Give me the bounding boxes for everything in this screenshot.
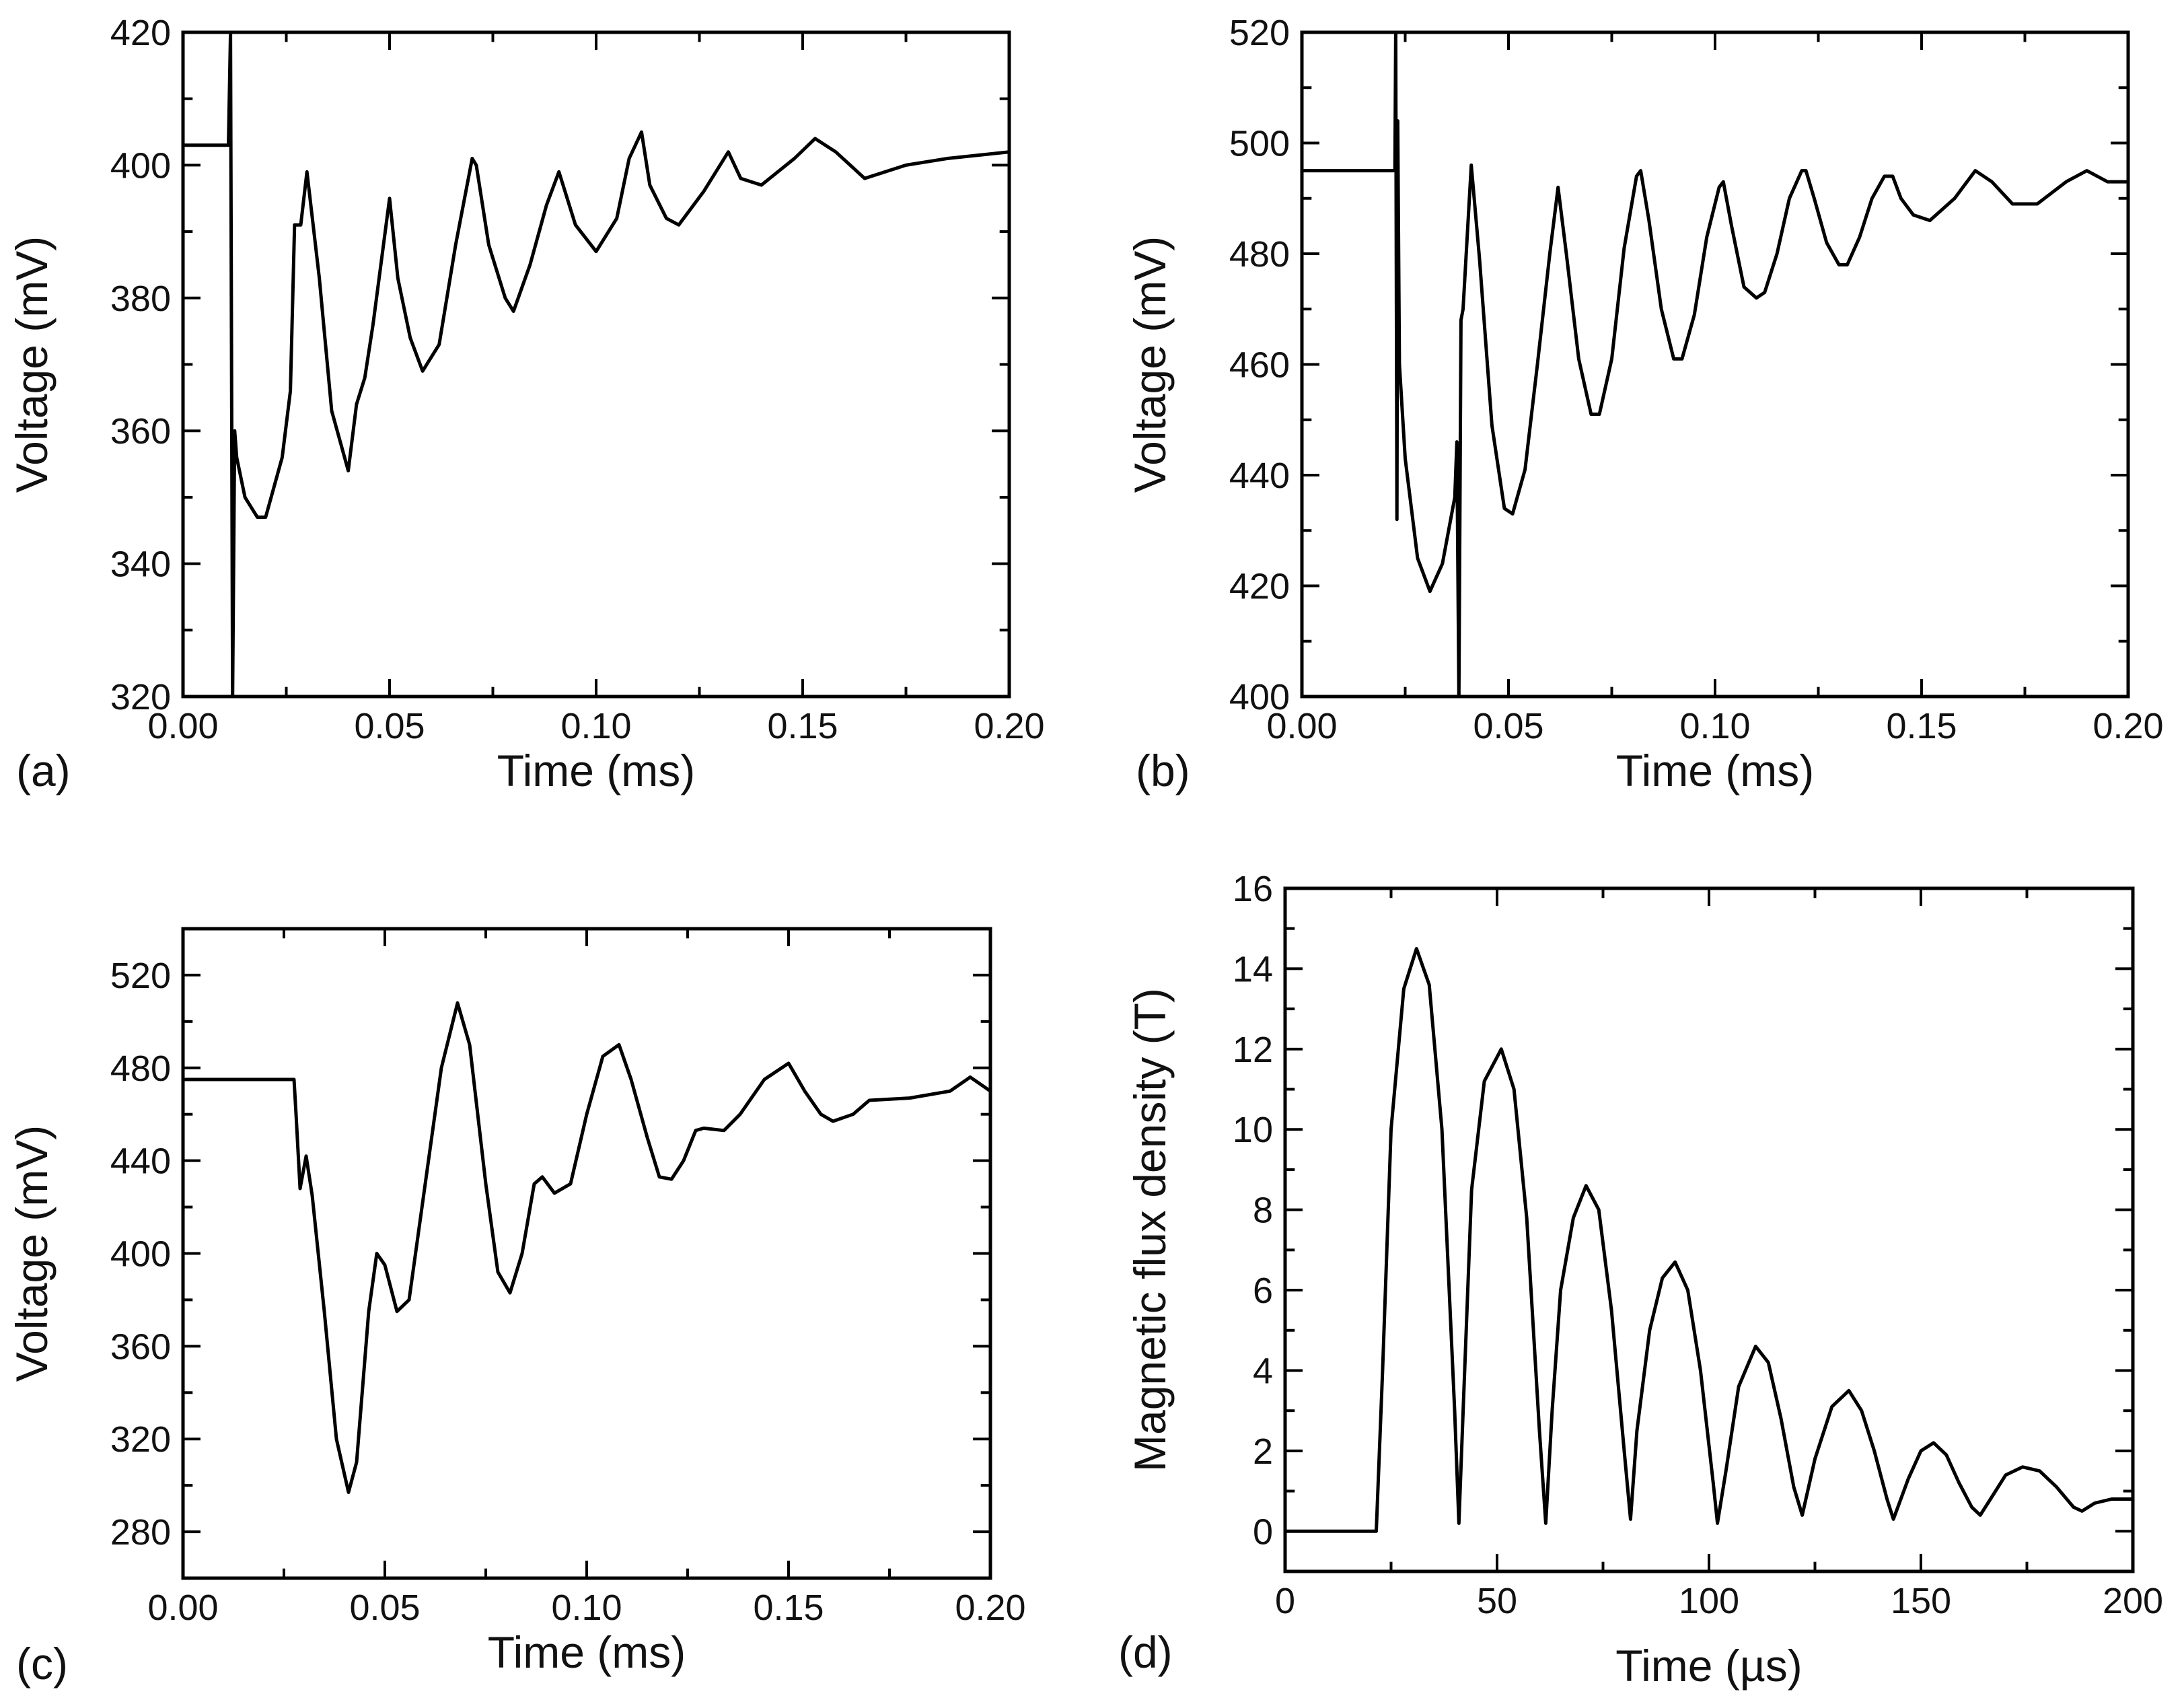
x-tick-label-c: 0.20 (955, 1588, 1025, 1628)
x-tick-label-d: 0 (1275, 1581, 1295, 1621)
x-tick-label-c: 0.05 (349, 1588, 420, 1628)
x-tick-label-d: 150 (1891, 1581, 1951, 1621)
panel-d: 0 50 100 150 200 0 2 4 6 8 10 12 14 16 Time (µs) Magnet… (1118, 869, 2163, 1691)
y-tick-label-a: 360 (110, 411, 171, 452)
x-tick-label-d: 50 (1477, 1581, 1517, 1621)
y-axis-title-c: Voltage (mV) (7, 1125, 57, 1382)
y-tick-label-b: 500 (1229, 124, 1290, 164)
y-tick-label-d: 6 (1253, 1271, 1273, 1311)
panel-a: 0.00 0.05 0.10 0.15 0.20 320 340 360 380 400 420 Ti… (7, 13, 1045, 795)
y-tick-label-d: 0 (1253, 1512, 1273, 1552)
plot-frame-b (1300, 30, 2130, 699)
plot-frame-a (181, 30, 1011, 699)
y-tick-label-b: 420 (1229, 567, 1290, 607)
y-tick-label-c: 480 (110, 1049, 171, 1089)
y-axis-title-a: Voltage (mV) (7, 236, 57, 493)
x-tick-label-a: 0.15 (767, 706, 838, 746)
y-tick-label-d: 4 (1253, 1351, 1273, 1391)
x-tick-label-c: 0.10 (551, 1588, 622, 1628)
x-tick-label-d: 200 (2103, 1581, 2163, 1621)
y-tick-label-d: 10 (1233, 1110, 1273, 1150)
y-tick-label-c: 400 (110, 1234, 171, 1275)
y-tick-label-d: 8 (1253, 1191, 1273, 1231)
series-line-d-flux (1285, 947, 2133, 1533)
x-axis-title-d: Time (µs) (1615, 1641, 1803, 1691)
y-tick-label-a: 320 (110, 677, 171, 717)
x-tick-label-a: 0.20 (974, 706, 1044, 746)
y-tick-label-d: 16 (1233, 869, 1273, 909)
x-tick-label-a: 0.05 (354, 706, 425, 746)
y-tick-label-a: 420 (110, 13, 171, 53)
y-tick-label-c: 280 (110, 1512, 171, 1553)
x-tick-label-a: 0.00 (147, 706, 218, 746)
y-axis-title-b: Voltage (mV) (1125, 236, 1175, 493)
y-tick-label-b: 400 (1229, 677, 1290, 717)
x-tick-label-b: 0.20 (2092, 706, 2163, 746)
panel-label-c: (c) (16, 1639, 68, 1689)
y-axis-title-d: Magnetic flux density (T) (1125, 988, 1175, 1472)
x-tick-label-c: 0.00 (147, 1588, 218, 1628)
x-tick-label-b: 0.15 (1886, 706, 1957, 746)
y-tick-label-b: 440 (1229, 456, 1290, 496)
y-tick-label-c: 440 (110, 1141, 171, 1182)
y-tick-label-c: 520 (110, 956, 171, 996)
series-line-a-voltage (183, 32, 1009, 697)
series-line-c-voltage (183, 1001, 990, 1494)
x-axis-title-b: Time (ms) (1616, 746, 1815, 795)
x-axis-title-c: Time (ms) (488, 1627, 686, 1677)
y-tick-label-d: 12 (1233, 1030, 1273, 1070)
plot-frame-c (181, 927, 992, 1580)
plot-frame-d (1283, 886, 2135, 1573)
x-tick-label-a: 0.10 (560, 706, 631, 746)
x-tick-label-b: 0.05 (1473, 706, 1543, 746)
panel-label-d: (d) (1118, 1627, 1173, 1677)
y-tick-label-d: 14 (1233, 949, 1273, 989)
y-tick-label-c: 360 (110, 1326, 171, 1367)
panel-label-a: (a) (16, 746, 71, 795)
panel-b: 0.00 0.05 0.10 0.15 0.20 400 420 440 460 480 500 52… (1125, 13, 2164, 795)
series-line-b-voltage (1302, 32, 2128, 697)
x-axis-title-a: Time (ms) (497, 746, 696, 795)
y-tick-label-c: 320 (110, 1419, 171, 1460)
x-tick-label-d: 100 (1679, 1581, 1739, 1621)
y-tick-label-b: 460 (1229, 345, 1290, 386)
y-tick-label-a: 340 (110, 544, 171, 585)
y-tick-label-a: 400 (110, 145, 171, 186)
y-tick-label-a: 380 (110, 279, 171, 319)
y-tick-label-b: 480 (1229, 234, 1290, 275)
x-tick-label-c: 0.15 (753, 1588, 824, 1628)
x-tick-label-b: 0.00 (1266, 706, 1337, 746)
panel-c: 0.00 0.05 0.10 0.15 0.20 280 320 360 400 440 480 52… (7, 927, 1026, 1689)
y-tick-label-b: 520 (1229, 13, 1290, 53)
panel-label-b: (b) (1136, 746, 1190, 795)
y-tick-label-d: 2 (1253, 1431, 1273, 1472)
x-tick-label-b: 0.10 (1679, 706, 1750, 746)
